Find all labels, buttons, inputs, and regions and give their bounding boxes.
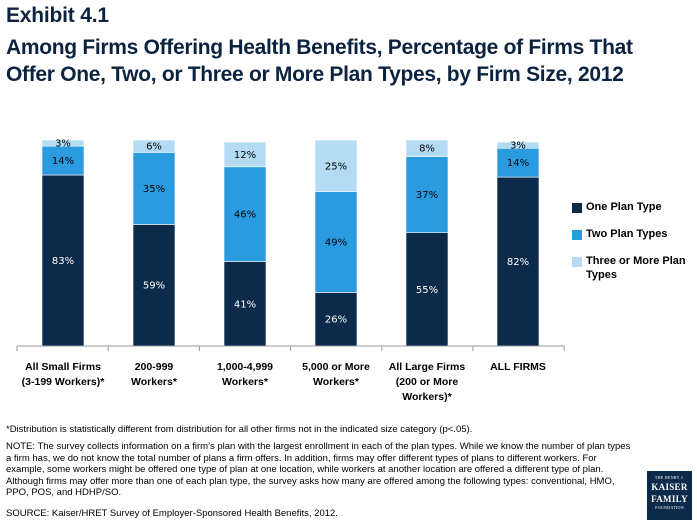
category-label: All Small Firms (3-199 Workers)* (22, 361, 106, 388)
logo-line-4: FOUNDATION (655, 505, 684, 510)
logo-line-2: KAISER (651, 482, 688, 492)
segment-value-label: 83% (52, 256, 74, 267)
bar-segment-two (132, 152, 176, 225)
segment-labels-group: 83% 14% 3% 59% 35% 6% 41% 46% 12% 26% 49% 25% 55% 37%… (52, 139, 529, 326)
segment-value-label: 37% (416, 190, 438, 201)
bar-segment-two (405, 156, 449, 233)
bar-segment-three (41, 139, 85, 147)
segment-value-label: 26% (325, 315, 347, 326)
segment-value-label: 8% (419, 144, 435, 155)
bar-segment-one (132, 224, 176, 347)
segment-value-label: 25% (325, 161, 347, 172)
category-label: All Large Firms (200 or More Workers)* (389, 361, 466, 403)
x-axis-ticks-group (16, 346, 565, 351)
legend-label-three: Three or More Plan Types (586, 255, 686, 281)
bar-segment-three (223, 141, 267, 168)
kff-logo: THE HENRY J. KAISER FAMILY FOUNDATION (647, 471, 692, 520)
segment-value-label: 12% (234, 150, 256, 161)
category-label: 5,000 or More Workers* (302, 361, 370, 388)
bar-segment-one (223, 261, 267, 347)
bar-segment-two (496, 147, 540, 178)
category-label: 1,000-4,999 Workers* (217, 361, 273, 388)
category-label: ALL FIRMS (490, 361, 546, 373)
segment-value-label: 14% (507, 158, 529, 169)
bar-segment-three (405, 139, 449, 157)
segment-value-label: 59% (143, 281, 165, 292)
legend-label-two: Two Plan Types (586, 228, 668, 240)
bar-segment-one (496, 176, 540, 347)
bar-segment-three (314, 139, 358, 192)
segment-value-label: 41% (234, 299, 256, 310)
footnote: *Distribution is statistically different… (6, 424, 473, 435)
segment-value-label: 49% (325, 237, 347, 248)
bar-segment-three (132, 139, 176, 153)
logo-line-3: FAMILY (651, 494, 688, 504)
source-text: SOURCE: Kaiser/HRET Survey of Employer-S… (6, 508, 338, 519)
bar-segment-two (314, 191, 358, 293)
legend-item-three: Three or More Plan Types (572, 254, 686, 282)
segment-value-label: 14% (52, 156, 74, 167)
segment-value-label: 82% (507, 257, 529, 268)
segment-value-label: 35% (143, 184, 165, 195)
category-label: 200-999 Workers* (131, 361, 178, 388)
legend-swatch-one (572, 203, 582, 213)
segment-value-label: 6% (146, 142, 162, 153)
segment-value-label: 55% (416, 285, 438, 296)
segment-value-label: 3% (510, 141, 526, 152)
chart-title: Among Firms Offering Health Benefits, Pe… (6, 36, 633, 86)
exhibit-number: Exhibit 4.1 (6, 4, 109, 27)
stacked-bar-chart: 83% 14% 3% 59% 35% 6% 41% 46% 12% 26% 49% 25% 55% 37%… (16, 139, 565, 403)
bars-group (41, 139, 540, 347)
segment-value-label: 46% (234, 210, 256, 221)
legend: One Plan Type Two Plan Types Three or Mo… (572, 200, 686, 295)
legend-item-two: Two Plan Types (572, 227, 686, 241)
legend-label-one: One Plan Type (586, 201, 662, 213)
legend-swatch-two (572, 230, 582, 240)
bar-segment-two (223, 166, 267, 262)
legend-swatch-three (572, 257, 582, 267)
note: NOTE: The survey collects information on… (6, 441, 631, 498)
bar-segment-three (496, 141, 540, 149)
legend-item-one: One Plan Type (572, 200, 686, 214)
bar-segment-two (41, 145, 85, 176)
bar-segment-one (405, 232, 449, 347)
segment-value-label: 3% (55, 139, 71, 150)
category-labels-group: All Small Firms (3-199 Workers)* 200-999 Wo… (22, 361, 546, 403)
bar-segment-one (314, 292, 358, 347)
bar-segment-one (41, 174, 85, 347)
logo-line-1: THE HENRY J. (654, 475, 685, 480)
